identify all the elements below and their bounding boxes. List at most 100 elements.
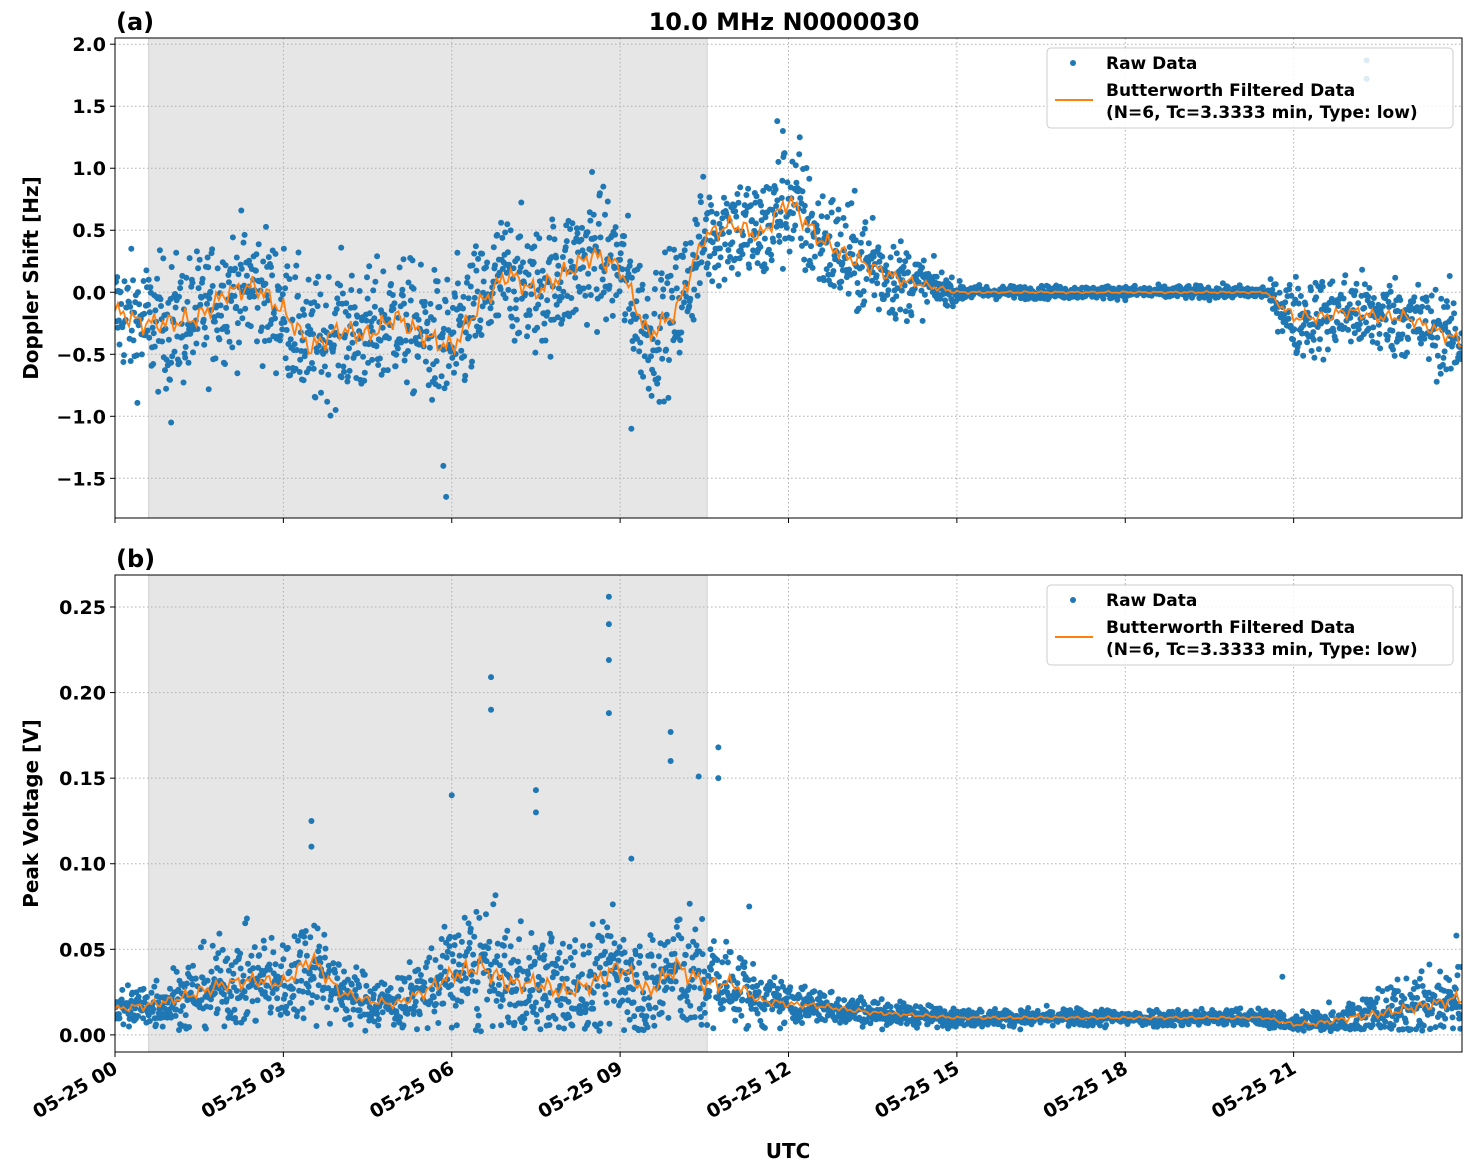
- raw-data-point: [254, 304, 261, 311]
- raw-data-point: [1274, 328, 1281, 335]
- raw-data-point: [654, 380, 661, 387]
- raw-data-point: [140, 1015, 147, 1022]
- raw-data-point: [305, 989, 312, 996]
- raw-data-point: [846, 244, 853, 250]
- raw-data-point: [1443, 298, 1450, 305]
- raw-data-point: [394, 345, 401, 352]
- raw-data-point: [630, 999, 637, 1006]
- raw-data-point: [687, 239, 694, 246]
- raw-data-point: [650, 370, 657, 377]
- raw-data-point: [295, 249, 302, 256]
- raw-data-point: [1386, 282, 1393, 289]
- raw-data-point: [655, 375, 662, 382]
- raw-data-point: [814, 227, 821, 233]
- raw-data-point: [1443, 366, 1450, 373]
- raw-data-point: [636, 262, 643, 269]
- raw-data-point: [261, 945, 268, 952]
- raw-data-point: [493, 997, 500, 1004]
- raw-data-point: [682, 952, 689, 958]
- raw-data-point: [370, 991, 377, 998]
- raw-data-point: [1315, 346, 1322, 353]
- raw-data-point: [601, 970, 608, 977]
- raw-data-point: [1280, 1012, 1287, 1019]
- raw-data-point: [234, 320, 241, 327]
- raw-data-point: [523, 1010, 530, 1017]
- raw-data-point: [324, 1004, 331, 1011]
- raw-data-point: [454, 280, 461, 287]
- raw-data-point: [448, 792, 455, 799]
- raw-data-point: [616, 288, 623, 295]
- raw-data-point: [217, 302, 224, 309]
- raw-data-point: [415, 966, 422, 973]
- raw-data-point: [522, 290, 529, 297]
- raw-data-point: [241, 231, 248, 238]
- raw-data-point: [693, 942, 700, 949]
- raw-data-point: [488, 674, 495, 681]
- raw-data-point: [1454, 972, 1461, 979]
- raw-data-point: [247, 323, 254, 330]
- raw-data-point: [1310, 329, 1317, 336]
- raw-data-point: [390, 305, 397, 312]
- raw-data-point: [290, 992, 297, 999]
- raw-data-point: [258, 277, 265, 284]
- raw-data-point: [209, 283, 216, 289]
- raw-data-point: [242, 995, 249, 1001]
- raw-data-point: [1444, 303, 1451, 310]
- raw-data-point: [805, 1012, 812, 1019]
- raw-data-point: [281, 982, 288, 989]
- raw-data-point: [691, 984, 698, 991]
- raw-data-point: [499, 265, 506, 272]
- raw-data-point: [1452, 986, 1459, 993]
- raw-data-point: [310, 975, 317, 982]
- raw-data-point: [1457, 1025, 1462, 1032]
- raw-data-point: [857, 239, 864, 246]
- raw-data-point: [421, 979, 428, 986]
- raw-data-point: [424, 959, 431, 966]
- raw-data-point: [461, 353, 468, 360]
- raw-data-point: [409, 257, 416, 264]
- raw-data-point: [373, 343, 380, 350]
- raw-data-point: [351, 304, 358, 311]
- raw-data-point: [1361, 281, 1368, 288]
- raw-data-point: [400, 1022, 407, 1029]
- raw-data-point: [316, 943, 323, 950]
- raw-data-point: [663, 311, 670, 318]
- raw-data-point: [297, 949, 304, 956]
- raw-data-point: [585, 949, 592, 956]
- raw-data-point: [140, 278, 147, 284]
- raw-data-point: [207, 288, 214, 295]
- raw-data-point: [460, 305, 466, 312]
- raw-data-point: [808, 243, 814, 250]
- raw-data-point: [120, 359, 127, 365]
- raw-data-point: [554, 271, 561, 278]
- raw-data-point: [811, 253, 818, 260]
- raw-data-point: [266, 961, 273, 968]
- plot-area: [115, 593, 1462, 1035]
- raw-data-point: [1300, 352, 1307, 359]
- raw-data-point: [429, 396, 436, 403]
- raw-data-point: [182, 344, 189, 350]
- raw-data-point: [875, 244, 882, 251]
- raw-data-point: [469, 262, 476, 269]
- raw-data-point: [472, 987, 479, 994]
- raw-data-point: [545, 1014, 552, 1021]
- raw-data-point: [1453, 932, 1460, 939]
- raw-data-point: [757, 1017, 764, 1024]
- raw-data-point: [265, 254, 272, 261]
- raw-data-point: [1100, 295, 1107, 302]
- raw-data-point: [190, 962, 196, 969]
- raw-data-point: [287, 336, 294, 343]
- raw-data-point: [204, 300, 210, 307]
- raw-data-point: [663, 346, 670, 353]
- raw-data-point: [571, 949, 578, 956]
- raw-data-point: [725, 247, 732, 253]
- raw-data-point: [626, 306, 633, 312]
- raw-data-point: [754, 260, 761, 267]
- raw-data-point: [852, 237, 859, 244]
- raw-data-point: [969, 1009, 976, 1016]
- raw-data-point: [773, 223, 780, 230]
- raw-data-point: [1448, 315, 1455, 322]
- raw-data-point: [1025, 1005, 1032, 1011]
- raw-data-point: [455, 932, 462, 939]
